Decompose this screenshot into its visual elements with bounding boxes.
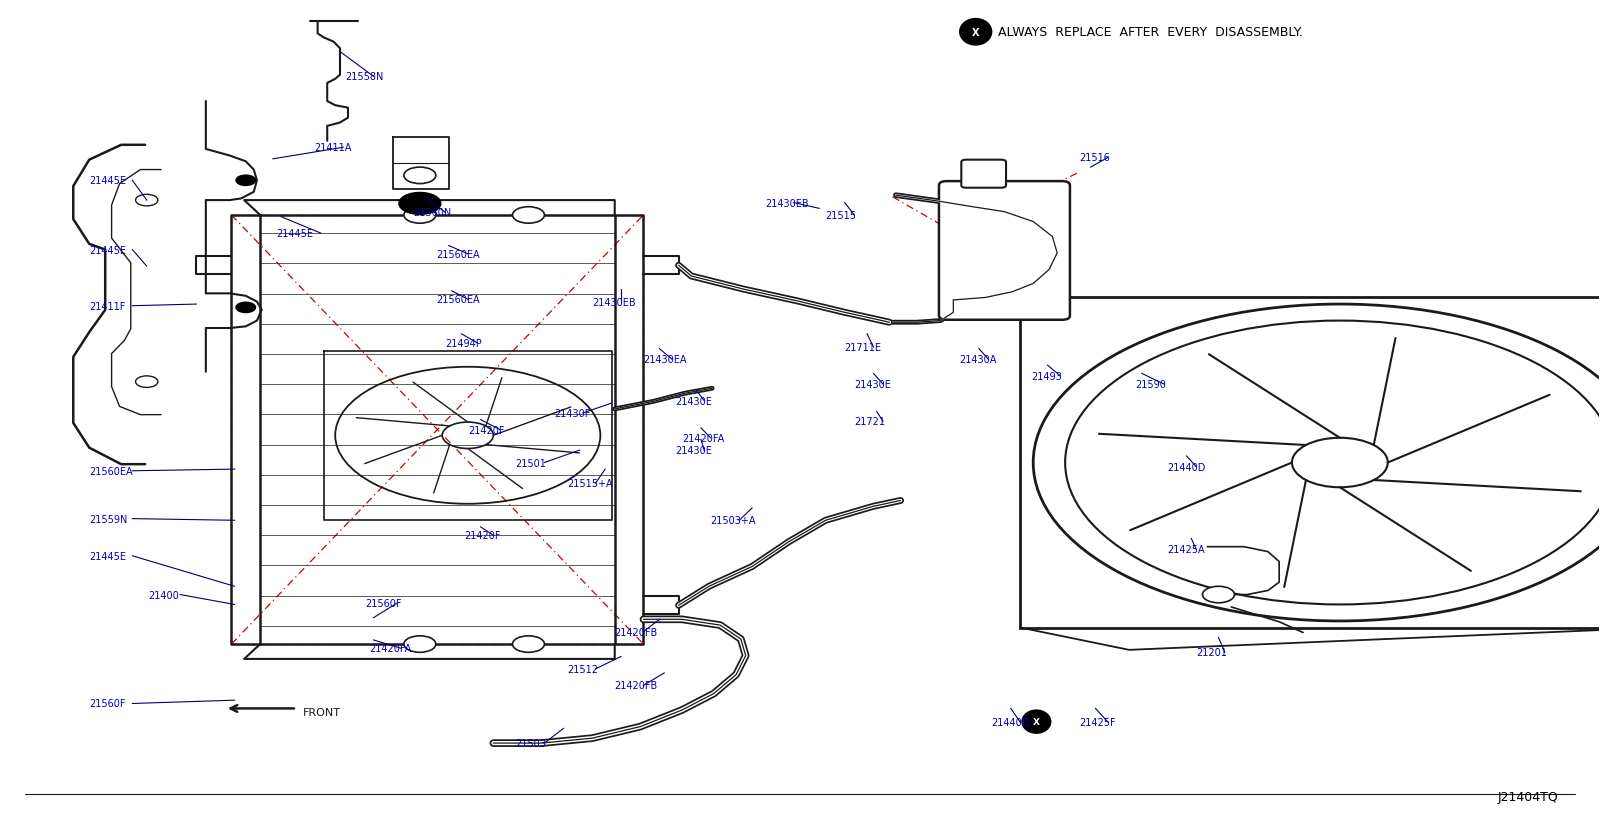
Text: 21430F: 21430F (554, 409, 590, 418)
Text: 21503: 21503 (515, 739, 547, 748)
Text: 21560EA: 21560EA (435, 250, 480, 260)
Text: 21430E: 21430E (675, 396, 712, 406)
Circle shape (237, 303, 256, 313)
Text: 21711E: 21711E (845, 342, 882, 352)
Text: 21420FA: 21420FA (368, 643, 411, 653)
Text: 21420F: 21420F (467, 425, 504, 435)
Circle shape (237, 176, 256, 186)
Text: 21560F: 21560F (90, 699, 126, 709)
Text: 21445E: 21445E (90, 551, 126, 561)
Text: 21411F: 21411F (90, 301, 126, 311)
Text: 21420FB: 21420FB (614, 681, 658, 691)
Text: 21430EB: 21430EB (592, 297, 635, 307)
Text: 21512: 21512 (566, 664, 598, 674)
Text: 21420FA: 21420FA (682, 433, 725, 443)
Circle shape (403, 168, 435, 184)
Text: 21560N: 21560N (413, 208, 451, 218)
FancyBboxPatch shape (962, 160, 1006, 189)
Text: 21560EA: 21560EA (90, 466, 133, 476)
Text: 21445E: 21445E (90, 176, 126, 186)
Text: 21420FB: 21420FB (614, 627, 658, 637)
Text: 21515: 21515 (826, 211, 856, 221)
Text: 21516: 21516 (1080, 153, 1110, 163)
Text: 21590: 21590 (1136, 380, 1166, 390)
Text: 21425F: 21425F (1080, 718, 1117, 728)
Text: X: X (1034, 717, 1040, 726)
Text: J21404TQ: J21404TQ (1498, 790, 1558, 802)
Text: 21430E: 21430E (675, 446, 712, 456)
Text: ALWAYS  REPLACE  AFTER  EVERY  DISASSEMBLY.: ALWAYS REPLACE AFTER EVERY DISASSEMBLY. (998, 26, 1302, 39)
Text: 21558N: 21558N (344, 72, 382, 82)
Text: 21515+A: 21515+A (566, 479, 613, 489)
Text: 21430E: 21430E (854, 380, 891, 390)
Text: 21445E: 21445E (277, 229, 314, 239)
FancyBboxPatch shape (1021, 298, 1600, 628)
Circle shape (1291, 438, 1387, 488)
Text: FRONT: FRONT (304, 707, 341, 717)
Text: 21560F: 21560F (365, 598, 402, 608)
Circle shape (136, 376, 158, 388)
Text: 21411A: 21411A (315, 143, 352, 153)
Circle shape (512, 208, 544, 224)
Text: 21559N: 21559N (90, 514, 128, 524)
Text: X: X (971, 28, 979, 38)
Text: 21445E: 21445E (90, 246, 126, 256)
Text: 21420F: 21420F (464, 530, 501, 541)
Text: 21493: 21493 (1032, 371, 1062, 381)
Text: 21501: 21501 (515, 458, 547, 468)
Circle shape (512, 636, 544, 653)
Text: 21503+A: 21503+A (710, 516, 757, 526)
Circle shape (403, 636, 435, 653)
Text: 21201: 21201 (1197, 648, 1227, 657)
Text: 21430EA: 21430EA (643, 355, 686, 365)
Text: 21494P: 21494P (445, 338, 482, 348)
Text: 21430A: 21430A (960, 355, 997, 365)
Circle shape (403, 208, 435, 224)
Text: 21440D: 21440D (1168, 462, 1206, 472)
Ellipse shape (1022, 710, 1051, 734)
Text: 21440D: 21440D (992, 718, 1030, 728)
Text: 21430EB: 21430EB (765, 198, 808, 208)
Text: 21400: 21400 (149, 590, 179, 600)
Circle shape (136, 195, 158, 207)
Circle shape (398, 194, 440, 215)
Text: 21560EA: 21560EA (435, 294, 480, 305)
FancyBboxPatch shape (939, 182, 1070, 320)
Text: 21721: 21721 (854, 417, 885, 427)
Ellipse shape (960, 20, 992, 45)
Circle shape (1203, 586, 1235, 603)
Text: 21425A: 21425A (1168, 544, 1205, 554)
